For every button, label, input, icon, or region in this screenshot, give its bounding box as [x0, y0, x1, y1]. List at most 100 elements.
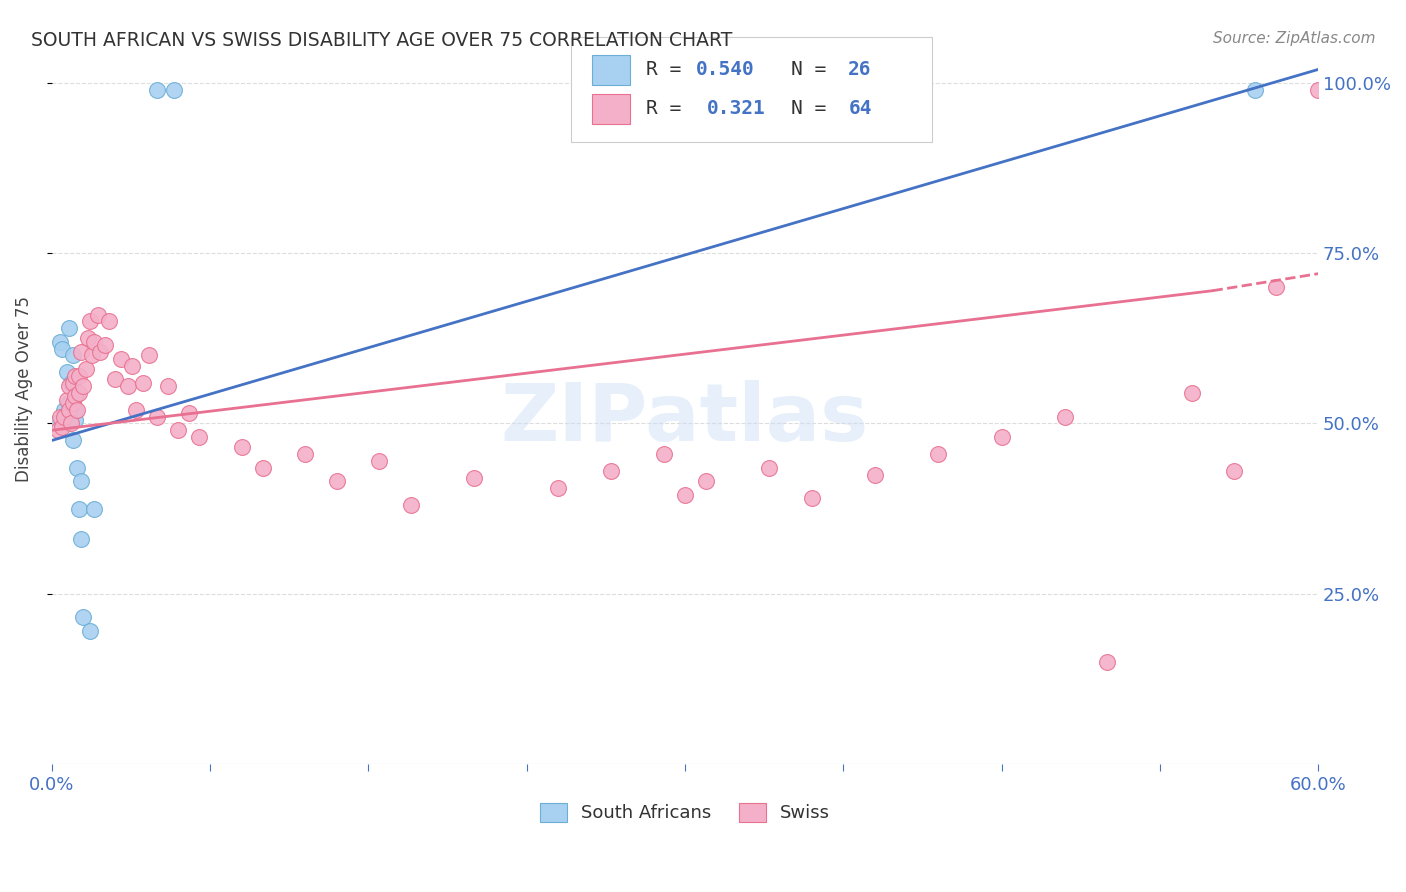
Text: R =: R = [645, 60, 693, 79]
Point [121, 359, 143, 373]
Point [51, 420, 73, 434]
Point [87, 308, 110, 322]
Text: ZIPatlas: ZIPatlas [501, 380, 869, 458]
Point [49, 334, 72, 349]
Point [63, 402, 86, 417]
Point [63, 413, 86, 427]
Point [66, 385, 89, 400]
Point [58, 402, 80, 417]
Point [1329, 385, 1351, 400]
Point [67, 368, 90, 383]
Text: 26: 26 [848, 60, 872, 79]
Point [70, 532, 93, 546]
Point [252, 460, 274, 475]
Point [1264, 280, 1286, 294]
Point [79, 624, 101, 638]
Point [72, 610, 94, 624]
FancyBboxPatch shape [571, 37, 932, 143]
Y-axis label: Disability Age Over 75: Disability Age Over 75 [15, 296, 32, 483]
Point [53, 409, 76, 424]
Text: N =: N = [792, 60, 838, 79]
Bar [592, 54, 630, 85]
Point [131, 376, 153, 390]
Point [177, 406, 200, 420]
Text: SOUTH AFRICAN VS SWISS DISABILITY AGE OVER 75 CORRELATION CHART: SOUTH AFRICAN VS SWISS DISABILITY AGE OV… [31, 31, 733, 50]
Point [62, 396, 84, 410]
Point [75, 362, 97, 376]
Point [59, 417, 82, 431]
Point [367, 454, 389, 468]
Point [59, 402, 82, 417]
Point [58, 379, 80, 393]
Text: R =: R = [645, 99, 704, 118]
Point [55, 392, 77, 407]
Point [70, 475, 93, 489]
Point [231, 440, 253, 454]
Legend: South Africans, Swiss: South Africans, Swiss [533, 796, 838, 830]
Point [758, 460, 780, 475]
Point [1243, 83, 1265, 97]
Point [55, 417, 77, 431]
Point [62, 376, 84, 390]
Point [66, 402, 89, 417]
Point [1053, 409, 1076, 424]
Point [51, 342, 73, 356]
Point [146, 83, 169, 97]
Point [138, 348, 160, 362]
Point [1371, 498, 1393, 512]
Point [72, 379, 94, 393]
Point [83, 501, 105, 516]
Point [146, 409, 169, 424]
Text: 0.321: 0.321 [706, 99, 765, 118]
Point [83, 334, 105, 349]
Point [1308, 83, 1330, 97]
Point [104, 372, 127, 386]
Point [927, 447, 949, 461]
Point [67, 501, 90, 516]
Point [76, 331, 98, 345]
Point [79, 314, 101, 328]
Point [167, 423, 190, 437]
Point [990, 430, 1012, 444]
Point [600, 464, 623, 478]
Point [70, 345, 93, 359]
Point [125, 402, 148, 417]
Point [59, 376, 82, 390]
Point [58, 396, 80, 410]
Point [463, 471, 485, 485]
Text: 64: 64 [848, 99, 872, 118]
Point [294, 447, 316, 461]
Point [97, 314, 120, 328]
Point [55, 365, 77, 379]
Point [62, 348, 84, 362]
Point [1180, 385, 1202, 400]
Point [673, 488, 696, 502]
Point [863, 467, 886, 482]
Point [67, 385, 90, 400]
Point [1222, 464, 1244, 478]
Point [547, 481, 569, 495]
Bar [592, 94, 630, 124]
Point [695, 475, 717, 489]
Point [652, 447, 675, 461]
Point [66, 460, 89, 475]
Text: N =: N = [792, 99, 838, 118]
Point [93, 338, 115, 352]
Point [63, 368, 86, 383]
Point [156, 379, 179, 393]
Point [53, 402, 76, 417]
Point [63, 389, 86, 403]
Point [399, 498, 422, 512]
Point [58, 321, 80, 335]
Point [110, 351, 132, 366]
Text: Source: ZipAtlas.com: Source: ZipAtlas.com [1212, 31, 1375, 46]
Point [49, 409, 72, 424]
Point [46, 423, 69, 437]
Point [45, 417, 67, 431]
Text: 0.540: 0.540 [696, 60, 755, 79]
Point [1095, 655, 1118, 669]
Point [188, 430, 211, 444]
Point [117, 379, 139, 393]
Point [800, 491, 823, 506]
Point [62, 434, 84, 448]
